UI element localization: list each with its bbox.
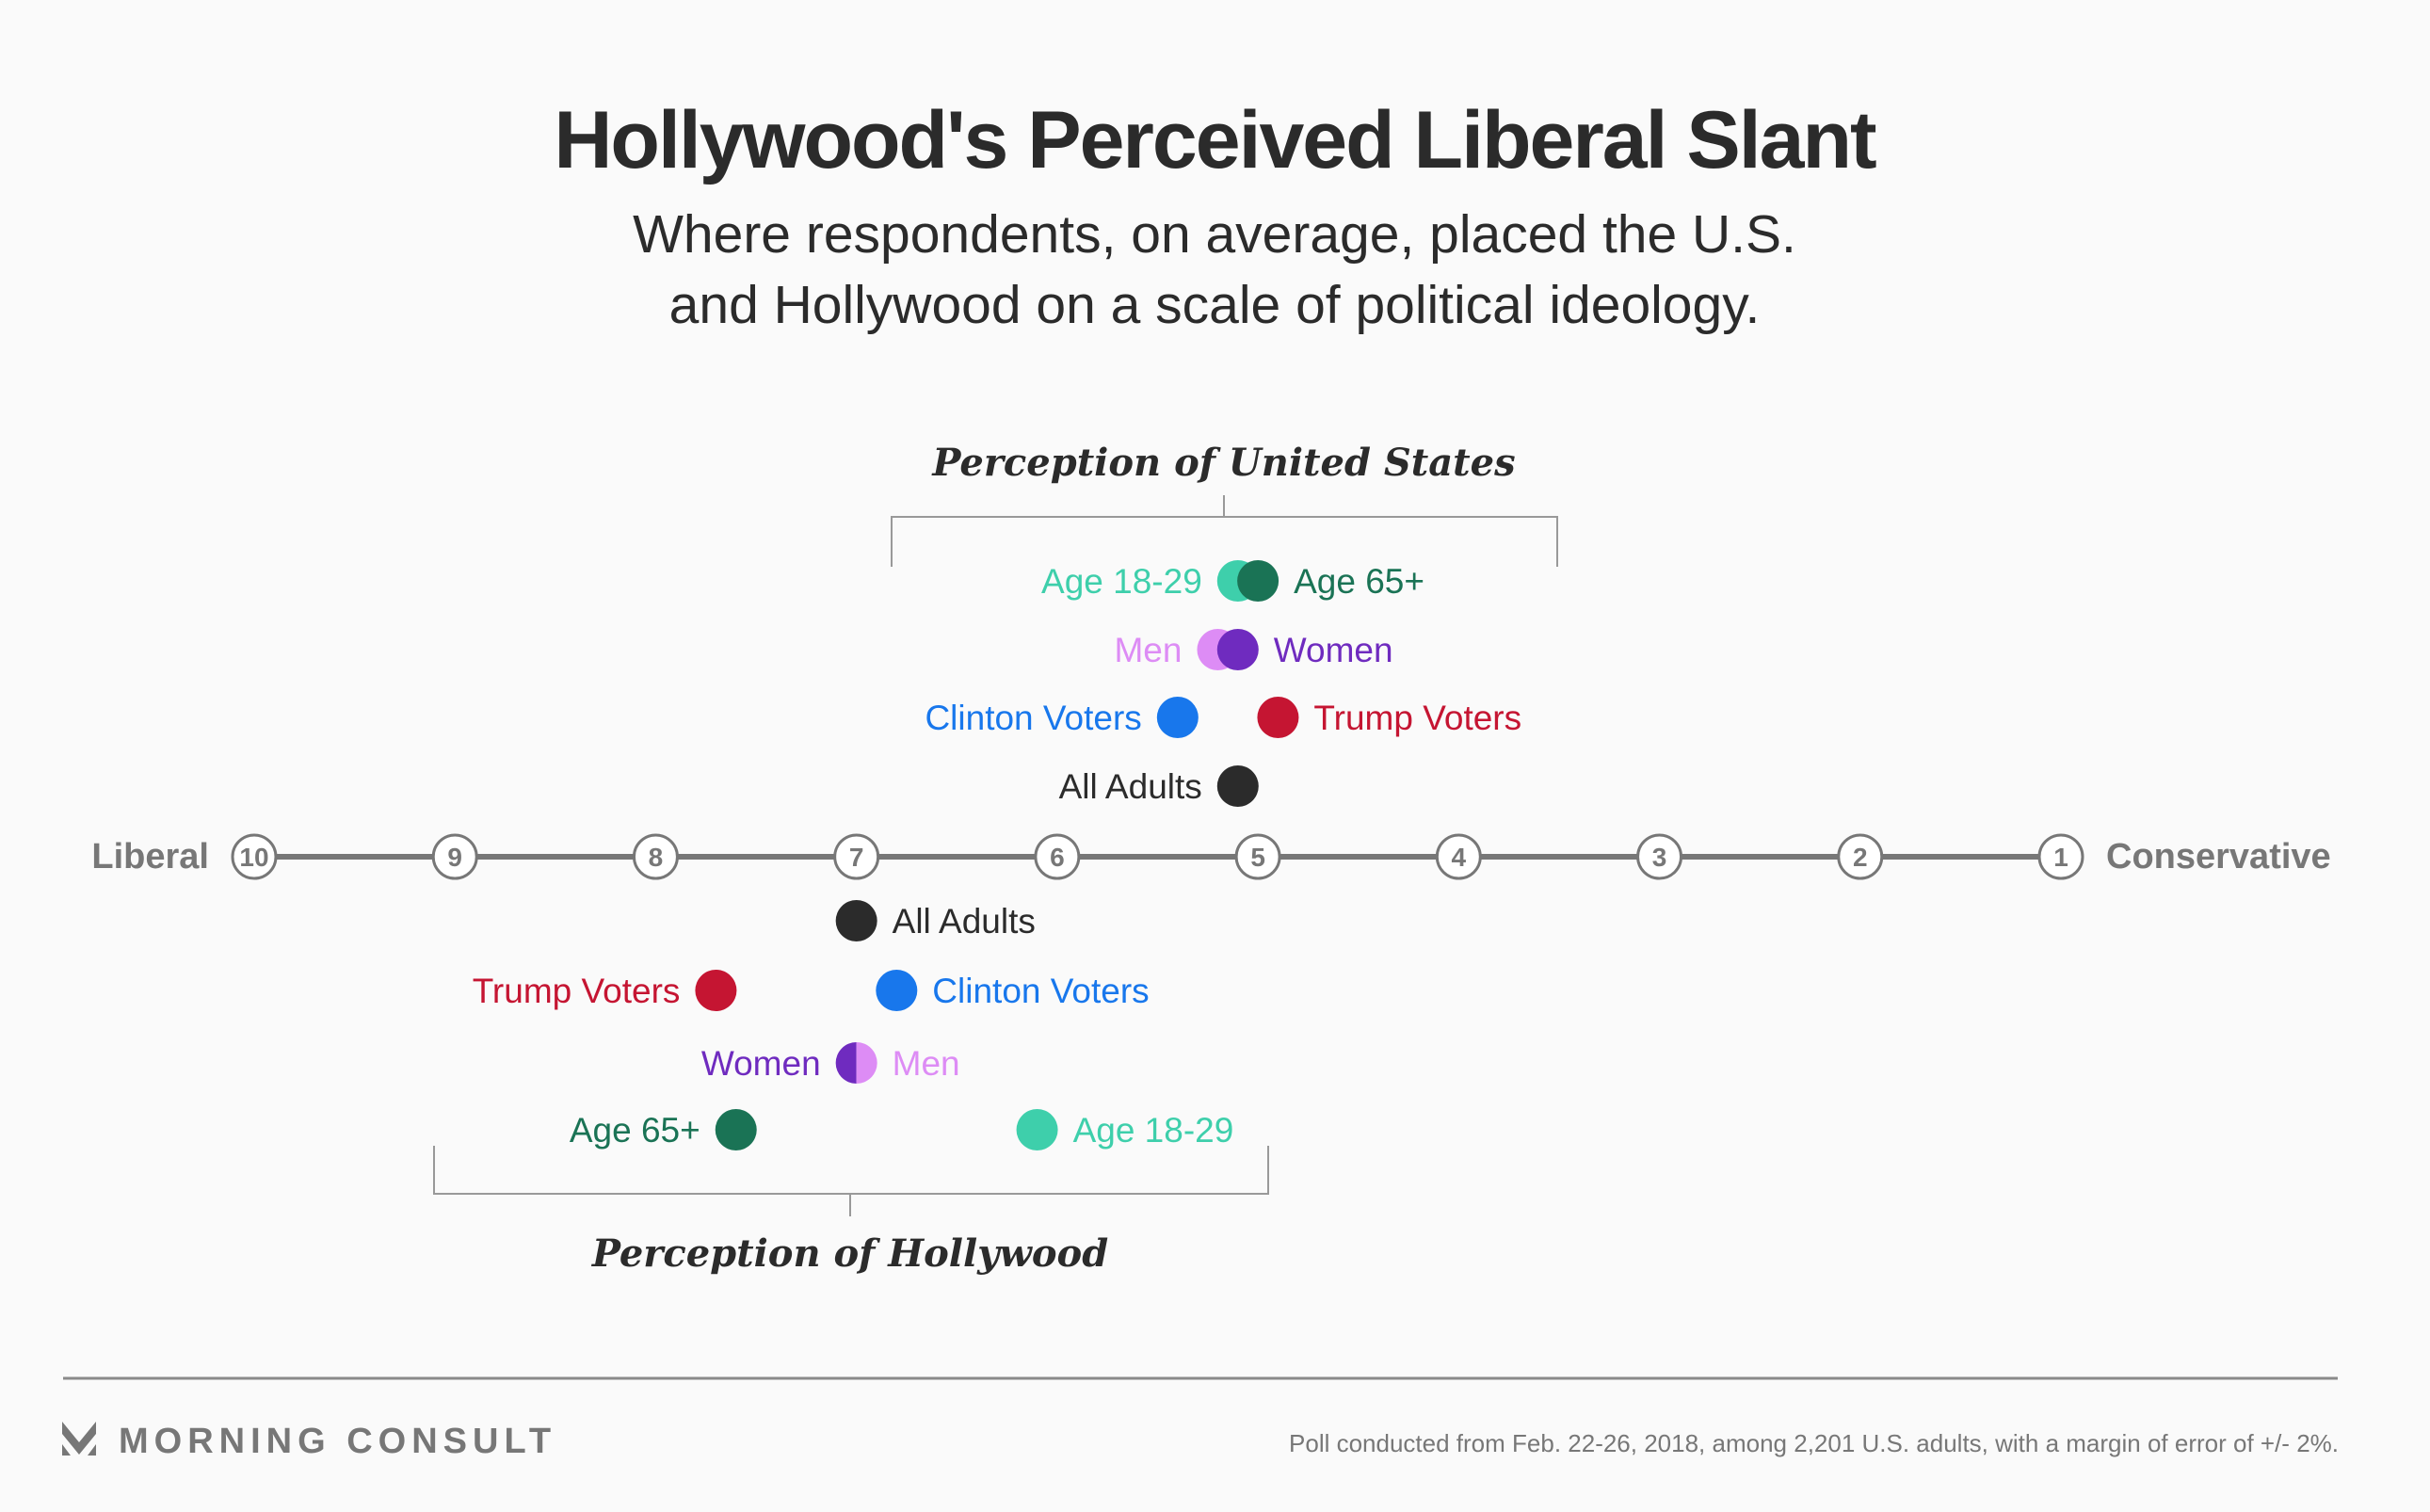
data-label-men: Men — [1114, 631, 1182, 669]
data-point-men — [856, 1042, 877, 1084]
data-point-women — [1216, 629, 1259, 670]
data-point-age-65- — [715, 1109, 757, 1150]
morning-consult-logo-icon — [62, 1422, 96, 1456]
data-point-all-adults — [1216, 765, 1259, 807]
axis-label-conservative: Conservative — [2106, 837, 2331, 877]
tick-label: 8 — [649, 843, 664, 872]
ideology-axis: Liberal Conservative 10 9 8 7 6 5 4 3 2 1 — [91, 833, 2331, 880]
tick-circle — [833, 833, 880, 880]
data-label-age-65-: Age 65+ — [1294, 562, 1424, 601]
us-series: Age 18-29 Age 65+ Men Women Clinton Voters Tr… — [925, 560, 1521, 807]
data-label-clinton-voters: Clinton Voters — [925, 699, 1141, 737]
data-point-all-adults — [835, 900, 877, 941]
tick-label: 2 — [1853, 843, 1868, 872]
brand-name: MORNING CONSULT — [119, 1422, 556, 1461]
tick-label: 1 — [2053, 843, 2068, 872]
tick-label: 6 — [1050, 843, 1065, 872]
chart-title: Hollywood's Perceived Liberal Slant — [554, 95, 1876, 185]
tick-circle — [1837, 833, 1884, 880]
tick-label: 5 — [1250, 843, 1265, 872]
axis-label-liberal: Liberal — [91, 837, 209, 877]
tick-circle — [2037, 833, 2084, 880]
tick-label: 7 — [849, 843, 864, 872]
tick-circle — [231, 833, 278, 880]
us-section-title: Perception of United States — [931, 441, 1515, 485]
axis-tick: 10 — [231, 833, 278, 880]
data-point-clinton-voters — [876, 970, 918, 1011]
data-point-trump-voters — [1257, 697, 1299, 738]
data-label-trump-voters: Trump Voters — [1313, 699, 1521, 737]
axis-tick: 5 — [1234, 833, 1281, 880]
tick-circle — [1034, 833, 1081, 880]
axis-tick: 6 — [1034, 833, 1081, 880]
data-label-age-18-29: Age 18-29 — [1073, 1111, 1234, 1150]
data-label-all-adults: All Adults — [1059, 767, 1202, 806]
tick-circle — [431, 833, 478, 880]
axis-tick: 8 — [632, 833, 679, 880]
axis-tick: 9 — [431, 833, 478, 880]
data-point-age-65- — [1237, 560, 1279, 602]
data-label-women: Women — [701, 1044, 821, 1083]
data-point-women — [835, 1042, 857, 1084]
tick-label: 3 — [1652, 843, 1667, 872]
data-point-age-18-29 — [1016, 1109, 1058, 1150]
tick-label: 10 — [239, 843, 268, 872]
data-point-clinton-voters — [1156, 697, 1199, 738]
axis-tick: 4 — [1435, 833, 1482, 880]
data-label-age-65-: Age 65+ — [570, 1111, 700, 1150]
us-bracket — [891, 495, 1558, 567]
tick-circle — [1435, 833, 1482, 880]
hollywood-bracket — [433, 1146, 1269, 1216]
axis-tick: 3 — [1636, 833, 1683, 880]
data-label-clinton-voters: Clinton Voters — [932, 972, 1149, 1010]
data-label-trump-voters: Trump Voters — [473, 972, 681, 1010]
axis-tick: 7 — [833, 833, 880, 880]
axis-ticks: 10 9 8 7 6 5 4 3 2 1 — [231, 833, 2084, 880]
data-points: Age 18-29 Age 65+ Men Women Clinton Voters Tr… — [473, 560, 1521, 1150]
footnote: Poll conducted from Feb. 22-26, 2018, am… — [1289, 1429, 2339, 1457]
axis-tick: 2 — [1837, 833, 1884, 880]
data-label-age-18-29: Age 18-29 — [1041, 562, 1202, 601]
tick-label: 9 — [447, 843, 462, 872]
chart-subtitle-line-2: and Hollywood on a scale of political id… — [669, 275, 1761, 335]
hollywood-section-title: Perception of Hollywood — [591, 1231, 1108, 1276]
tick-circle — [632, 833, 679, 880]
data-label-men: Men — [893, 1044, 960, 1083]
hollywood-series: All Adults Trump Voters Clinton Voters Wome… — [473, 900, 1234, 1150]
data-label-women: Women — [1274, 631, 1393, 669]
chart-subtitle-line-1: Where respondents, on average, placed th… — [633, 204, 1796, 265]
axis-tick: 1 — [2037, 833, 2084, 880]
data-label-all-adults: All Adults — [893, 902, 1036, 941]
data-point-trump-voters — [695, 970, 737, 1011]
tick-circle — [1636, 833, 1683, 880]
tick-label: 4 — [1452, 843, 1467, 872]
tick-circle — [1234, 833, 1281, 880]
